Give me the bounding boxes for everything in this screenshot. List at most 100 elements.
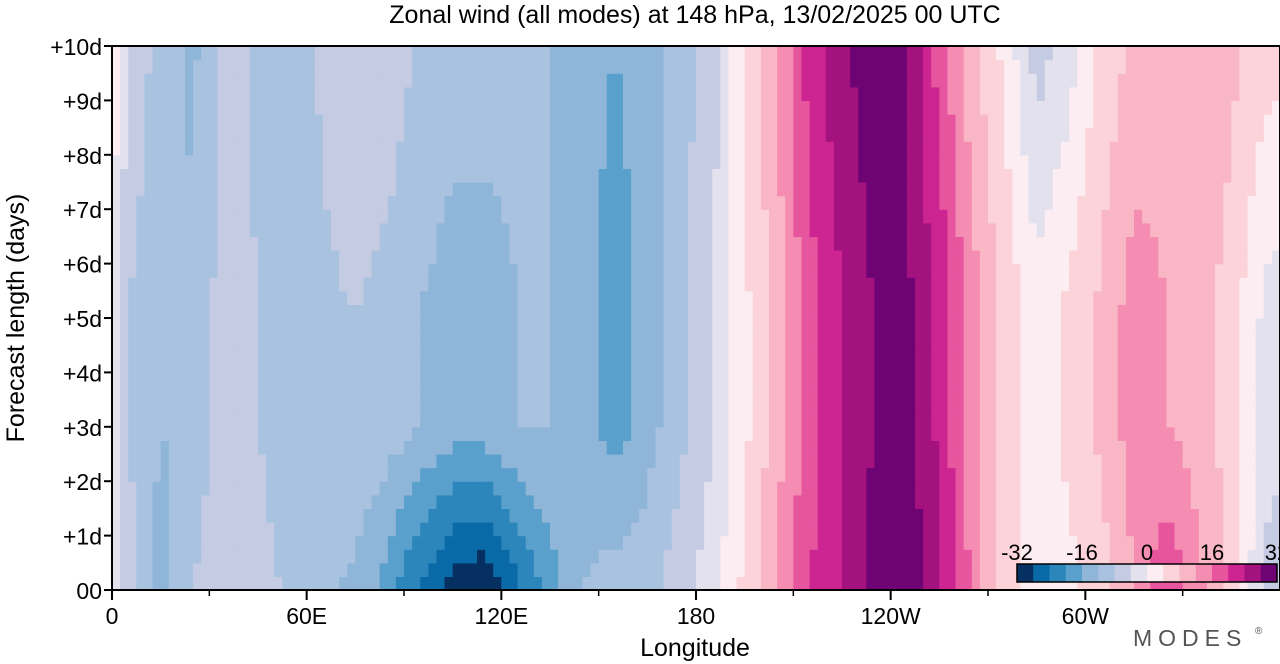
heatmap-cell	[428, 399, 438, 414]
heatmap-cell	[833, 494, 843, 509]
heatmap-cell	[704, 426, 713, 441]
heatmap-cell	[996, 440, 1005, 455]
heatmap-cell	[1069, 236, 1078, 251]
heatmap-cell	[152, 440, 162, 455]
heatmap-cell	[541, 386, 551, 401]
heatmap-cell	[274, 467, 283, 482]
heatmap-cell	[1190, 549, 1200, 564]
heatmap-cell	[1061, 209, 1070, 224]
heatmap-cell	[1117, 494, 1127, 509]
heatmap-cell	[777, 549, 786, 564]
heatmap-cell	[379, 426, 389, 441]
heatmap-cell	[947, 413, 957, 428]
heatmap-cell	[298, 127, 308, 142]
heatmap-cell	[1271, 127, 1280, 142]
heatmap-cell	[752, 277, 762, 292]
heatmap-cell	[355, 562, 365, 577]
heatmap-cell	[290, 222, 300, 237]
heatmap-cell	[1085, 222, 1095, 237]
heatmap-cell	[833, 372, 843, 387]
heatmap-cell	[1101, 372, 1111, 387]
heatmap-cell	[1239, 168, 1249, 183]
heatmap-cell	[201, 576, 210, 591]
heatmap-cell	[931, 386, 940, 401]
heatmap-cell	[1044, 413, 1054, 428]
heatmap-cell	[533, 372, 543, 387]
heatmap-cell	[1142, 290, 1151, 305]
heatmap-cell	[825, 494, 835, 509]
heatmap-cell	[517, 549, 527, 564]
heatmap-cell	[996, 535, 1005, 550]
heatmap-cell	[1174, 549, 1184, 564]
heatmap-cell	[1239, 372, 1249, 387]
heatmap-cell	[395, 345, 405, 360]
heatmap-cell	[623, 141, 632, 156]
heatmap-cell	[209, 481, 219, 496]
heatmap-cell	[509, 454, 519, 469]
heatmap-cell	[1190, 277, 1200, 292]
heatmap-cell	[136, 182, 146, 197]
heatmap-cell	[428, 154, 438, 169]
heatmap-cell	[566, 168, 575, 183]
heatmap-cell	[1142, 331, 1151, 346]
heatmap-cell	[687, 277, 697, 292]
heatmap-cell	[225, 168, 235, 183]
heatmap-cell	[1215, 250, 1224, 265]
heatmap-cell	[444, 154, 454, 169]
heatmap-cell	[298, 576, 308, 591]
heatmap-cell	[1044, 494, 1054, 509]
heatmap-cell	[1150, 399, 1159, 414]
heatmap-cell	[1142, 304, 1151, 319]
heatmap-cell	[387, 127, 397, 142]
heatmap-cell	[777, 454, 786, 469]
heatmap-cell	[201, 440, 210, 455]
heatmap-cell	[720, 522, 730, 537]
heatmap-cell	[533, 576, 543, 591]
heatmap-cell	[493, 182, 502, 197]
heatmap-cell	[590, 345, 600, 360]
heatmap-cell	[217, 522, 227, 537]
heatmap-cell	[752, 154, 762, 169]
heatmap-cell	[298, 508, 308, 523]
heatmap-cell	[866, 549, 876, 564]
heatmap-cell	[955, 168, 965, 183]
heatmap-cell	[112, 358, 121, 373]
heatmap-cell	[1142, 413, 1151, 428]
heatmap-cell	[947, 522, 957, 537]
heatmap-cell	[1263, 467, 1273, 482]
heatmap-cell	[404, 154, 413, 169]
heatmap-cell	[679, 250, 689, 265]
heatmap-cell	[517, 236, 527, 251]
heatmap-cell	[1004, 154, 1013, 169]
heatmap-cell	[266, 454, 275, 469]
heatmap-cell	[404, 141, 413, 156]
heatmap-cell	[647, 331, 657, 346]
heatmap-cell	[201, 222, 210, 237]
heatmap-cell	[728, 358, 738, 373]
heatmap-cell	[1125, 535, 1135, 550]
heatmap-cell	[225, 508, 235, 523]
heatmap-cell	[1012, 440, 1022, 455]
heatmap-cell	[614, 250, 624, 265]
heatmap-cell	[582, 522, 592, 537]
heatmap-cell	[720, 549, 730, 564]
heatmap-cell	[785, 522, 794, 537]
heatmap-cell	[468, 236, 478, 251]
heatmap-cell	[112, 426, 121, 441]
heatmap-cell	[258, 399, 267, 414]
heatmap-cell	[971, 358, 981, 373]
heatmap-cell	[1207, 345, 1216, 360]
heatmap-cell	[1271, 263, 1280, 278]
heatmap-cell	[225, 222, 235, 237]
heatmap-cell	[696, 236, 705, 251]
heatmap-cell	[906, 562, 916, 577]
heatmap-cell	[387, 386, 397, 401]
heatmap-cell	[1028, 522, 1038, 537]
heatmap-cell	[939, 426, 949, 441]
heatmap-cell	[598, 562, 608, 577]
heatmap-cell	[371, 263, 381, 278]
heatmap-cell	[1190, 576, 1200, 591]
heatmap-cell	[898, 426, 908, 441]
heatmap-cell	[1239, 399, 1249, 414]
heatmap-cell	[541, 222, 551, 237]
